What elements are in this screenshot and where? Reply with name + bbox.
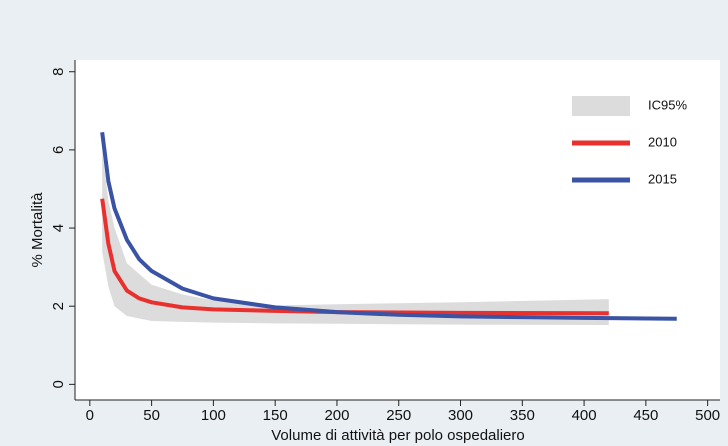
ci-band xyxy=(102,149,609,325)
x-tick-label: 500 xyxy=(695,407,720,424)
x-tick-label: 50 xyxy=(143,407,160,424)
series-line xyxy=(100,132,677,321)
y-axis-title: % Mortalità xyxy=(29,192,46,268)
x-tick-label: 300 xyxy=(448,407,473,424)
legend-label: 2015 xyxy=(648,171,677,186)
x-tick-label: 400 xyxy=(572,407,597,424)
x-tick-label: 250 xyxy=(386,407,411,424)
plot-area xyxy=(75,60,720,400)
legend-swatch xyxy=(572,177,630,183)
legend-swatch xyxy=(572,140,630,146)
y-tick-label: 8 xyxy=(50,68,67,76)
x-tick-label: 150 xyxy=(263,407,288,424)
x-tick-label: 100 xyxy=(201,407,226,424)
x-tick-label: 200 xyxy=(324,407,349,424)
legend-label: 2010 xyxy=(648,134,677,149)
y-tick-label: 0 xyxy=(50,380,67,388)
x-tick-label: 450 xyxy=(633,407,658,424)
y-tick-label: 4 xyxy=(50,224,67,232)
y-tick-label: 6 xyxy=(50,146,67,154)
x-tick-label: 0 xyxy=(86,407,94,424)
legend-swatch xyxy=(572,96,630,116)
x-tick-label: 350 xyxy=(510,407,535,424)
y-tick-label: 2 xyxy=(50,302,67,310)
legend-label: IC95% xyxy=(648,97,687,112)
x-axis-title: Volume di attività per polo ospedaliero xyxy=(271,427,525,444)
